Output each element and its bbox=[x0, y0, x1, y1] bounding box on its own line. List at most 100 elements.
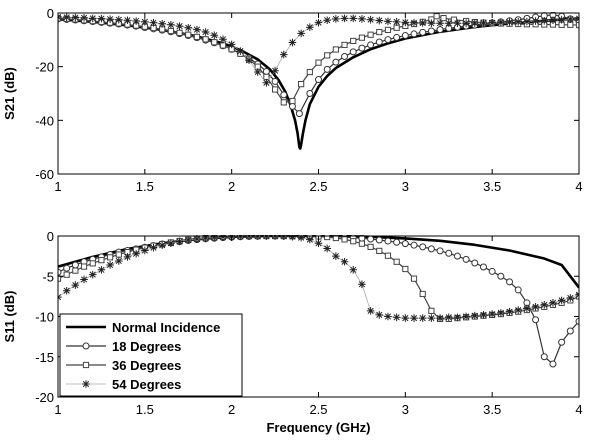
point-54-degrees-43 bbox=[427, 19, 436, 27]
x-tick-label: 2 bbox=[228, 402, 235, 417]
point-54-degrees-6 bbox=[106, 15, 114, 23]
point-18-degrees-1 bbox=[63, 264, 71, 272]
point-36-degrees-46 bbox=[450, 16, 458, 23]
point-18-degrees-39 bbox=[393, 238, 401, 246]
point-18-degrees-31 bbox=[323, 65, 331, 73]
point-54-degrees-59 bbox=[566, 294, 575, 302]
point-54-degrees-35 bbox=[358, 280, 366, 289]
x-tick-label: 2 bbox=[228, 179, 235, 194]
point-54-degrees-11 bbox=[149, 18, 158, 27]
point-54-degrees-5 bbox=[97, 14, 106, 23]
x-tick-label: 4 bbox=[575, 179, 582, 194]
point-36-degrees-38 bbox=[384, 26, 392, 34]
series-line-normal-incidence bbox=[58, 17, 579, 150]
point-18-degrees-53 bbox=[514, 286, 522, 294]
point-36-degrees-39 bbox=[393, 24, 400, 31]
point-36-degrees-37 bbox=[376, 247, 383, 254]
point-18-degrees-43 bbox=[427, 27, 435, 35]
x-tick-label: 3 bbox=[402, 179, 409, 194]
point-54-degrees-9 bbox=[132, 249, 140, 258]
legend-item-54-degrees: 54 Degrees bbox=[66, 377, 181, 392]
point-18-degrees-57 bbox=[549, 360, 557, 368]
y-tick-label: -40 bbox=[35, 113, 54, 128]
point-18-degrees-37 bbox=[375, 38, 383, 46]
legend-label: Normal Incidence bbox=[112, 320, 220, 335]
point-54-degrees-54 bbox=[523, 304, 531, 313]
point-54-degrees-14 bbox=[175, 22, 184, 30]
point-54-degrees-28 bbox=[297, 29, 305, 38]
point-54-degrees-15 bbox=[184, 23, 193, 32]
y-tick-label: -15 bbox=[35, 350, 54, 365]
point-36-degrees-40 bbox=[402, 265, 409, 273]
point-54-degrees-28 bbox=[297, 235, 305, 242]
point-54-degrees-44 bbox=[436, 19, 444, 27]
point-36-degrees-44 bbox=[433, 13, 440, 20]
point-54-degrees-4 bbox=[88, 270, 97, 279]
point-18-degrees-39 bbox=[393, 33, 401, 41]
point-36-degrees-29 bbox=[306, 68, 313, 76]
y-axis-label: S21 (dB) bbox=[2, 67, 17, 120]
x-tick-label: 1 bbox=[54, 179, 61, 194]
point-54-degrees-39 bbox=[392, 313, 401, 322]
x-axis-label: Frequency (GHz) bbox=[266, 420, 370, 435]
point-54-degrees-37 bbox=[375, 311, 384, 319]
point-54-degrees-24 bbox=[262, 78, 271, 87]
point-54-degrees-13 bbox=[167, 239, 175, 248]
legend-label: 54 Degrees bbox=[112, 377, 181, 392]
point-54-degrees-13 bbox=[167, 21, 175, 29]
point-18-degrees-47 bbox=[462, 255, 470, 263]
point-36-degrees-36 bbox=[367, 31, 374, 38]
point-54-degrees-16 bbox=[193, 235, 201, 243]
point-54-degrees-43 bbox=[427, 314, 436, 322]
point-54-degrees-35 bbox=[358, 15, 366, 23]
y-tick-label: -10 bbox=[35, 310, 54, 325]
point-36-degrees-15 bbox=[185, 31, 192, 38]
point-54-degrees-46 bbox=[453, 19, 462, 27]
point-54-degrees-11 bbox=[149, 243, 158, 252]
point-36-degrees-19 bbox=[219, 42, 227, 49]
point-54-degrees-18 bbox=[210, 235, 219, 241]
x-tick-label: 1.5 bbox=[136, 179, 154, 194]
point-54-degrees-25 bbox=[271, 66, 279, 75]
plot-area bbox=[58, 12, 579, 150]
point-54-degrees-46 bbox=[453, 313, 462, 322]
point-54-degrees-34 bbox=[349, 14, 358, 23]
legend-label: 18 Degrees bbox=[112, 339, 181, 354]
point-36-degrees-31 bbox=[324, 52, 331, 59]
x-tick-label: 1.5 bbox=[136, 402, 154, 417]
point-54-degrees-42 bbox=[418, 19, 427, 27]
point-54-degrees-50 bbox=[488, 18, 496, 27]
point-18-degrees-43 bbox=[427, 245, 435, 253]
point-54-degrees-32 bbox=[332, 15, 340, 23]
point-18-degrees-55 bbox=[532, 316, 540, 324]
point-54-degrees-44 bbox=[436, 314, 444, 322]
point-54-degrees-34 bbox=[349, 266, 358, 274]
point-54-degrees-48 bbox=[471, 19, 479, 27]
point-36-degrees-39 bbox=[393, 258, 400, 265]
point-18-degrees-37 bbox=[375, 236, 383, 244]
point-54-degrees-23 bbox=[253, 68, 262, 76]
point-18-degrees-36 bbox=[367, 235, 375, 243]
point-54-degrees-8 bbox=[123, 16, 132, 25]
x-tick-label: 2.5 bbox=[309, 179, 327, 194]
point-54-degrees-55 bbox=[531, 303, 540, 311]
point-54-degrees-47 bbox=[462, 312, 470, 321]
point-36-degrees-25 bbox=[271, 86, 279, 93]
point-36-degrees-13 bbox=[167, 27, 174, 35]
x-tick-label: 4 bbox=[575, 402, 582, 417]
point-36-degrees-2 bbox=[72, 267, 79, 274]
legend-label: 36 Degrees bbox=[112, 358, 181, 373]
point-54-degrees-38 bbox=[384, 312, 392, 321]
point-54-degrees-5 bbox=[97, 266, 106, 274]
point-18-degrees-44 bbox=[436, 247, 444, 255]
legend: Normal Incidence 18 Degrees 36 Degrees 54 D… bbox=[59, 313, 243, 397]
x-tick-label: 3.5 bbox=[483, 402, 501, 417]
point-54-degrees-1 bbox=[62, 13, 71, 22]
point-36-degrees-37 bbox=[376, 28, 383, 36]
y-tick-label: -60 bbox=[35, 167, 54, 182]
point-54-degrees-10 bbox=[141, 18, 149, 26]
point-54-degrees-48 bbox=[471, 311, 479, 320]
point-36-degrees-60 bbox=[575, 21, 579, 29]
point-18-degrees-28 bbox=[295, 110, 303, 118]
point-36-degrees-16 bbox=[193, 33, 201, 40]
